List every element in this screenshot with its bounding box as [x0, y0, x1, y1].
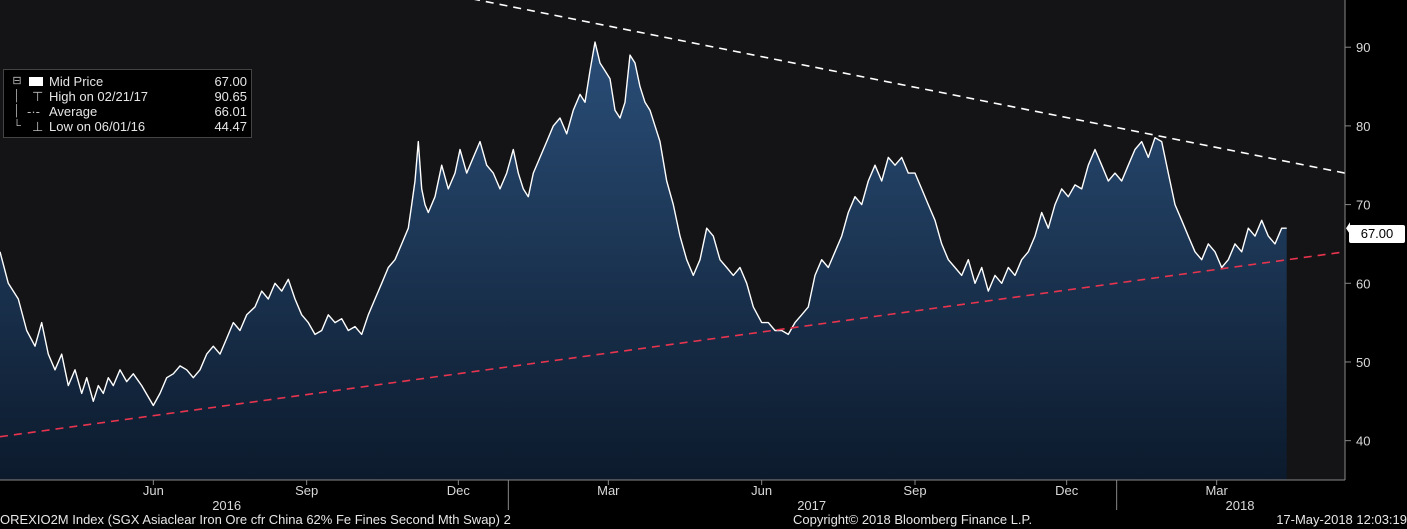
year-label: 2018 — [1226, 498, 1255, 513]
y-tick-label: 60 — [1356, 276, 1370, 291]
legend-low-glyph: ⊥ — [32, 119, 44, 134]
footer-title: OREXIO2M Index (SGX Asiaclear Iron Ore c… — [0, 512, 511, 527]
support-trendline — [0, 251, 1346, 438]
legend-label: Mid Price — [49, 74, 104, 89]
x-tick-label: Dec — [447, 483, 471, 498]
legend: ⊟ Mid Price 67.00 │ ⊤ High on 02/21/17 9… — [3, 69, 252, 138]
y-tick-label: 40 — [1356, 434, 1370, 449]
y-tick-label: 80 — [1356, 119, 1370, 134]
y-tick-label: 70 — [1356, 198, 1370, 213]
last-value-label: 67.00 — [1349, 225, 1405, 243]
average-marker-icon: │ — [13, 105, 21, 117]
legend-item-high: │ ⊤ High on 02/21/17 90.65 — [4, 89, 251, 104]
legend-high-glyph: ⊤ — [32, 89, 44, 104]
x-tick-label: Sep — [295, 483, 318, 498]
legend-item-low: └ ⊥ Low on 06/01/16 44.47 — [4, 119, 251, 134]
x-tick-label: Dec — [1055, 483, 1079, 498]
year-label: 2017 — [797, 498, 826, 513]
y-tick-label: 90 — [1356, 40, 1370, 55]
low-marker-icon: └ — [13, 120, 21, 132]
x-tick-label: Jun — [143, 483, 164, 498]
x-tick-label: Sep — [903, 483, 926, 498]
legend-label: Low on 06/01/16 — [49, 119, 146, 134]
legend-item-average: │ -·- Average 66.01 — [4, 104, 251, 119]
price-area-fill — [0, 42, 1287, 480]
resistance-trendline — [473, 0, 1346, 174]
legend-swatch — [29, 77, 43, 86]
x-tick-label: Mar — [597, 483, 620, 498]
x-tick-label: Mar — [1205, 483, 1228, 498]
price-line — [0, 41, 1287, 407]
footer-timestamp: 17-May-2018 12:03:19 — [1276, 512, 1407, 527]
legend-label: Average — [49, 104, 98, 119]
legend-label: High on 02/21/17 — [49, 89, 149, 104]
legend-value: 44.47 — [214, 119, 247, 134]
y-tick-label: 50 — [1356, 355, 1370, 370]
x-tick-label: Jun — [751, 483, 772, 498]
legend-box-icon: ⊟ — [12, 75, 22, 87]
footer-copyright: Copyright© 2018 Bloomberg Finance L.P. — [793, 512, 1033, 527]
high-marker-icon: │ — [13, 90, 21, 102]
legend-item-mid-price: ⊟ Mid Price 67.00 — [4, 74, 251, 89]
legend-value: 90.65 — [214, 89, 247, 104]
legend-avg-glyph: -·- — [27, 104, 40, 119]
legend-value: 67.00 — [214, 74, 247, 89]
year-label: 2016 — [212, 498, 241, 513]
legend-value: 66.01 — [214, 104, 247, 119]
